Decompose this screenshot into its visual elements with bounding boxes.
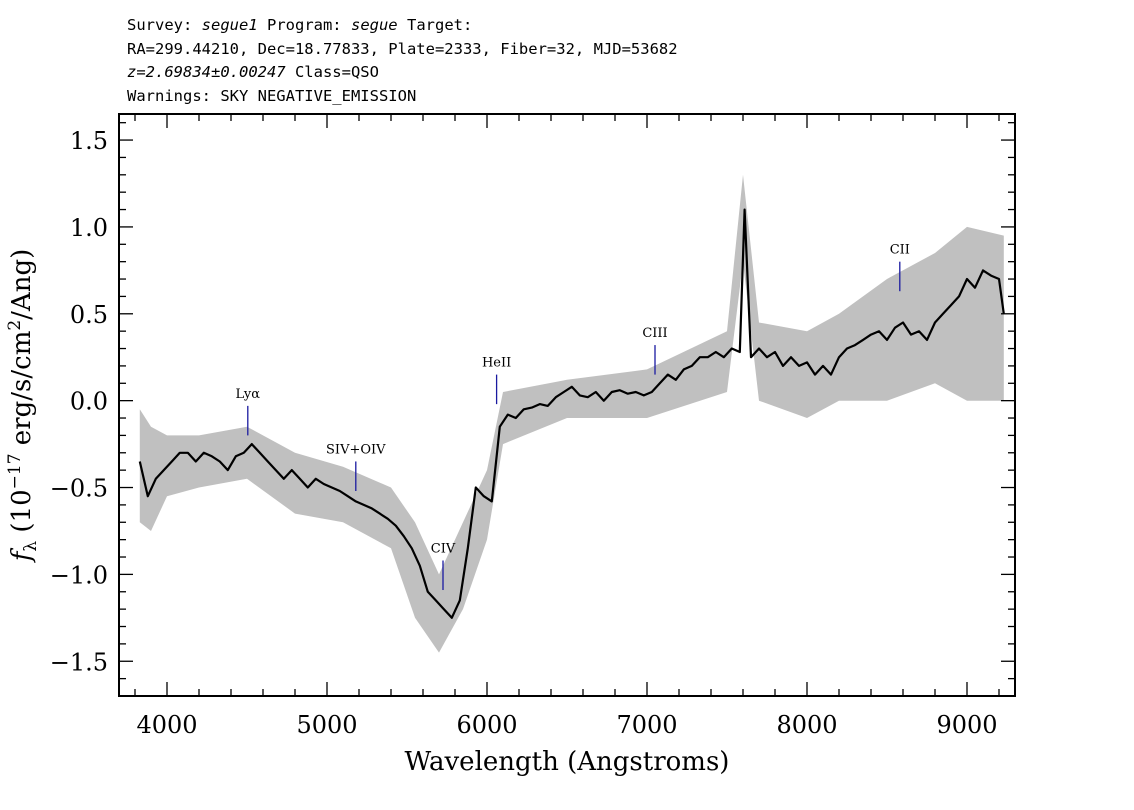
line-marker-label: CIV [431,541,456,556]
error-band-layer [139,174,1004,653]
x-tick-label: 9000 [936,711,997,739]
flux-line [138,208,1005,619]
x-tick-label: 4000 [136,711,197,739]
y-tick-label: 1.5 [70,127,108,155]
line-marker-label: HeII [482,356,511,371]
line-marker-label: SIV+OIV [326,442,386,457]
flux-layer [138,208,1005,619]
y-axis-title: fλ (10−17 erg/s/cm2/Ang) [5,249,41,564]
y-tick-label: 0.0 [70,388,108,416]
x-tick-label: 6000 [456,711,517,739]
target-label: Target: [397,16,473,34]
x-axis-title: Wavelength (Angstroms) [405,747,730,777]
program-value: segue [350,16,398,34]
y-tick-label: 0.5 [70,301,108,329]
x-tick-labels: 4000 5000 6000 7000 8000 9000 [136,711,997,739]
plot-frame [118,113,1016,697]
header-survey-line: Survey: segue1 Program: segue Target: [127,14,678,38]
y-axis-mid: erg/s/cm [7,331,37,454]
redshift-value: z=2.69834±0.00247 [127,63,286,81]
y-axis-exp: −17 [5,453,25,489]
x-tick-label: 7000 [616,711,677,739]
y-tick-label: 1.0 [70,214,108,242]
class-value: Class=QSO [285,63,379,81]
y-axis-close: /Ang) [7,249,37,320]
x-tick-label: 8000 [776,711,837,739]
program-label: Program: [257,16,351,34]
line-marker-label: CIII [642,326,667,341]
x-tick-label: 5000 [296,711,357,739]
y-axis-sub: λ [21,541,41,552]
survey-label: Survey: [127,16,202,34]
y-tick-label: −1.5 [50,648,108,676]
spectrum-header: Survey: segue1 Program: segue Target: RA… [127,14,678,108]
error-band [139,174,1004,653]
emission-line-markers: Lyα SIV+OIV CIV HeII CIII CII [236,243,910,591]
header-coordinates-line: RA=299.44210, Dec=18.77833, Plate=2333, … [127,39,678,58]
axis-ticks [119,114,1015,696]
y-tick-labels: −1.5 −1.0 −0.5 0.0 0.5 1.0 1.5 [50,127,108,676]
y-axis-open: (10 [7,489,37,541]
header-warnings-line: Warnings: SKY NEGATIVE_EMISSION [127,86,417,105]
survey-value: segue1 [201,16,258,34]
line-marker-label: CII [890,243,910,258]
header-redshift-line: z=2.69834±0.00247 Class=QSO [127,61,678,85]
line-marker-label: Lyα [236,387,261,402]
y-tick-label: −1.0 [50,561,108,589]
y-tick-label: −0.5 [50,475,108,503]
y-axis-sq: 2 [5,320,25,331]
